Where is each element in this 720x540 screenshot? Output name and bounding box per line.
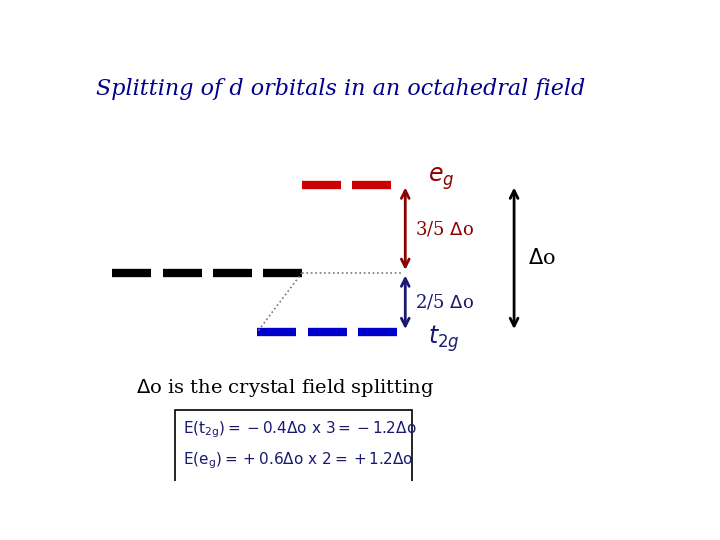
- Text: $t_{2g}$: $t_{2g}$: [428, 323, 459, 354]
- FancyBboxPatch shape: [176, 410, 412, 484]
- Text: 2/5 $\Delta$o: 2/5 $\Delta$o: [415, 293, 474, 312]
- Text: $\rm E(e_g) = +0.6\Delta o\ x\ 2 = +1.2\Delta o$: $\rm E(e_g) = +0.6\Delta o\ x\ 2 = +1.2\…: [183, 450, 413, 471]
- Text: Splitting of d orbitals in an octahedral field: Splitting of d orbitals in an octahedral…: [96, 78, 586, 99]
- Text: $\Delta$o: $\Delta$o: [528, 248, 556, 268]
- Text: 3/5 $\Delta$o: 3/5 $\Delta$o: [415, 219, 474, 238]
- Text: $\Delta$o is the crystal field splitting: $\Delta$o is the crystal field splitting: [136, 377, 434, 399]
- Text: $e_g$: $e_g$: [428, 165, 454, 192]
- Text: $\rm E(t_{2g}) = -0.4\Delta o\ x\ 3 = -1.2\Delta o$: $\rm E(t_{2g}) = -0.4\Delta o\ x\ 3 = -1…: [183, 420, 417, 441]
